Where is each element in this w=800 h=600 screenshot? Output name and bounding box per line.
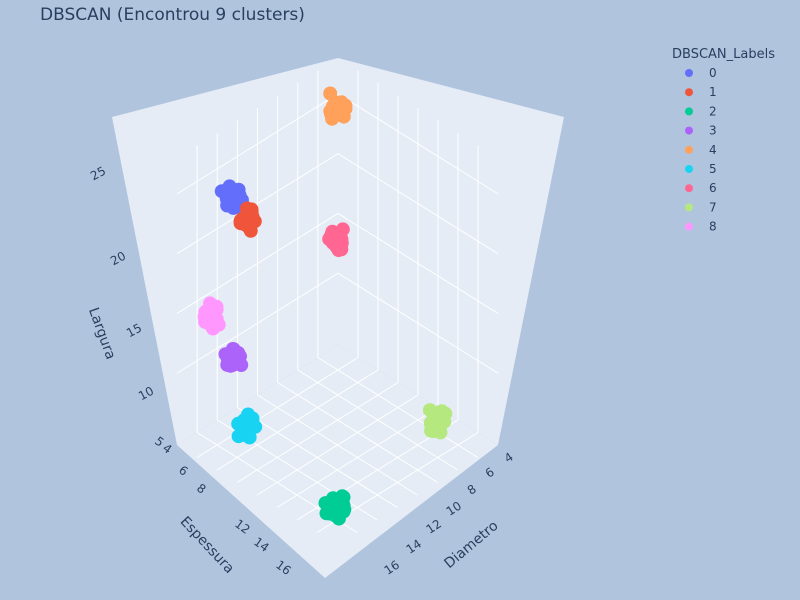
series-2 [318, 489, 352, 526]
floor-pane [177, 345, 498, 578]
legend-label: 1 [709, 85, 717, 99]
legend: DBSCAN_Labels 0 1 2 3 4 5 6 7 8 [672, 47, 775, 234]
z-tick-label: 25 [88, 164, 108, 184]
series-7 [422, 403, 453, 440]
data-point [330, 502, 345, 517]
data-point [244, 208, 259, 223]
data-point [221, 355, 235, 370]
grid-line-largura [176, 93, 499, 195]
legend-marker [685, 145, 693, 154]
data-point [323, 86, 338, 101]
x-tick-label: 4 [502, 450, 516, 466]
legend-marker [685, 69, 693, 77]
data-point [203, 305, 218, 320]
legend-marker [685, 165, 693, 173]
z-tick-label: 15 [124, 321, 144, 341]
grid-line-diametro [236, 95, 399, 483]
y-tick-label: 12 [232, 517, 253, 537]
data-point [336, 109, 351, 124]
legend-marker [685, 88, 693, 97]
x-tick-label: 12 [424, 517, 444, 537]
data-point [422, 403, 437, 418]
data-point [243, 417, 258, 432]
z-tick-label: 10 [136, 384, 156, 404]
legend-label: 2 [709, 104, 717, 118]
grid-line-espessura [257, 108, 418, 496]
data-point [221, 190, 236, 205]
legend-marker [685, 222, 693, 231]
legend-marker [685, 203, 693, 212]
scatter-points [197, 86, 453, 526]
x-axis-label: Diametro [441, 518, 501, 572]
legend-label: 3 [709, 124, 717, 138]
y-tick-label: 6 [176, 463, 190, 479]
series-4 [323, 86, 353, 126]
grid-line-diametro [216, 83, 379, 471]
y-tick-label: 16 [273, 558, 294, 578]
y-axis-label: Espessura [177, 514, 237, 577]
legend-marker [685, 126, 693, 135]
grid-line-largura [176, 153, 499, 255]
series-8 [197, 296, 226, 336]
legend-label: 5 [709, 162, 717, 176]
grid-line-espessura [277, 95, 438, 483]
right-wall-pane [338, 58, 564, 445]
series-3 [218, 342, 249, 373]
legend-label: 0 [709, 66, 717, 80]
legend-marker [685, 107, 693, 116]
grid-line-espessura [216, 133, 378, 521]
series-1 [233, 201, 262, 238]
series-6 [322, 222, 350, 258]
x-tick-label: 10 [444, 499, 464, 519]
grid-line-largura [176, 212, 499, 314]
y-tick-label: 8 [194, 481, 208, 497]
series-0 [214, 179, 251, 215]
x-tick-label: 14 [404, 537, 424, 557]
grid-line-largura [176, 272, 499, 374]
scene-panes [112, 58, 564, 578]
legend-label: 6 [709, 181, 717, 195]
grid-line-diametro [256, 108, 419, 496]
x-tick-label: 6 [483, 465, 497, 481]
legend-label: 7 [709, 200, 717, 214]
x-tick-label: 8 [465, 482, 479, 498]
data-point [211, 317, 226, 332]
data-point [328, 237, 343, 252]
grid-line-espessura [297, 83, 459, 471]
x-tick-label: 16 [382, 558, 402, 578]
legend-label: 8 [709, 220, 717, 234]
grid-line-espessura [196, 145, 358, 533]
data-point [242, 220, 257, 235]
chart-title: DBSCAN (Encontrou 9 clusters) [40, 5, 305, 25]
grid-line-diametro [296, 133, 459, 521]
legend-label: 4 [709, 143, 717, 157]
series-5 [231, 407, 263, 445]
legend-marker [685, 184, 693, 193]
y-tick-label: 14 [251, 535, 272, 555]
left-wall-pane [112, 58, 338, 445]
z-tick-label: 20 [108, 249, 128, 269]
data-point [334, 95, 349, 110]
z-axis-label: Largura [85, 306, 118, 362]
grid-line-diametro [316, 145, 479, 533]
legend-title: DBSCAN_Labels [672, 47, 775, 62]
